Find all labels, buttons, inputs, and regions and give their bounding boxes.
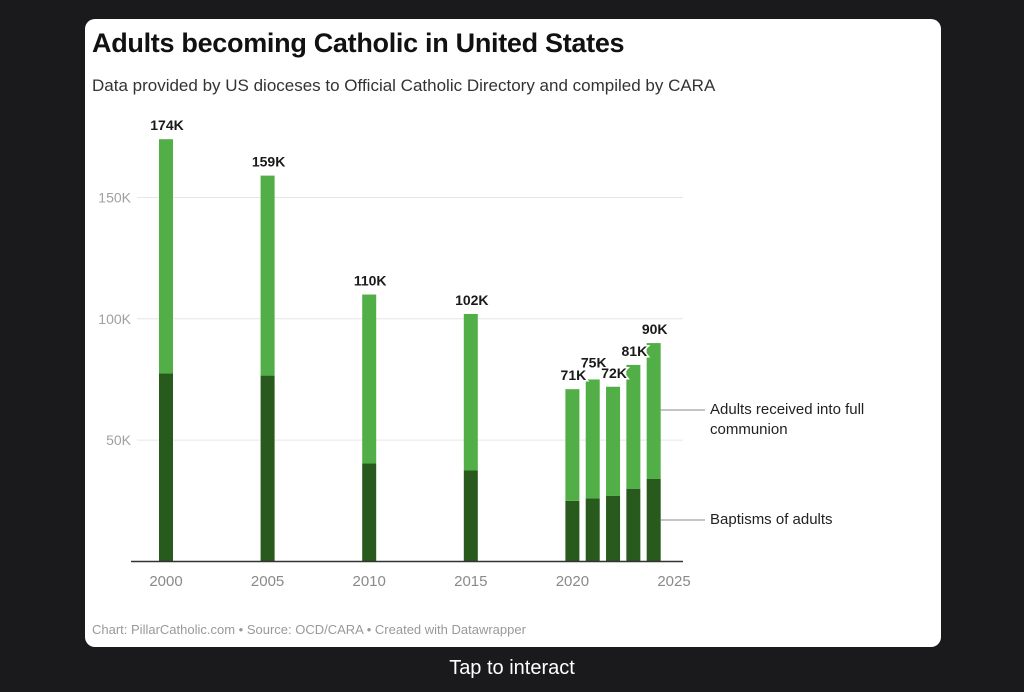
total-value-label: 75K bbox=[581, 354, 607, 370]
y-tick-label: 100K bbox=[98, 311, 131, 327]
bar-full-communion bbox=[260, 175, 275, 376]
bar-full-communion bbox=[362, 294, 377, 464]
gridlines bbox=[137, 196, 683, 441]
bar-baptisms bbox=[260, 375, 275, 562]
x-tick-label: 2000 bbox=[149, 573, 182, 590]
bar-baptisms bbox=[463, 470, 478, 562]
tap-to-interact-label[interactable]: Tap to interact bbox=[449, 657, 575, 679]
bar-full-communion bbox=[646, 343, 661, 479]
total-value-label: 90K bbox=[642, 321, 668, 337]
bar-full-communion bbox=[606, 386, 621, 496]
y-tick-label: 50K bbox=[106, 432, 132, 448]
x-tick-label: 2020 bbox=[556, 573, 589, 590]
y-tick-label: 150K bbox=[98, 189, 131, 205]
legend-label: Baptisms of adults bbox=[710, 511, 833, 528]
total-value-label: 174K bbox=[150, 117, 183, 133]
x-tick-label: 2005 bbox=[251, 573, 284, 590]
y-axis-ticks: 50K 100K 150K bbox=[98, 189, 131, 448]
chart-card[interactable]: Adults becoming Catholic in United State… bbox=[85, 19, 941, 647]
x-axis-ticks: 2000 2005 2010 2015 2020 2025 bbox=[149, 573, 690, 590]
total-value-label: 81K bbox=[622, 343, 648, 359]
bar-baptisms bbox=[626, 488, 641, 562]
bar-full-communion bbox=[159, 139, 173, 374]
x-tick-label: 2025 bbox=[657, 573, 690, 590]
total-value-label: 72K bbox=[601, 365, 627, 381]
bar-full-communion bbox=[463, 313, 478, 471]
bar-baptisms bbox=[565, 500, 580, 562]
bar-full-communion bbox=[585, 379, 600, 499]
x-tick-label: 2015 bbox=[454, 573, 487, 590]
total-value-label: 110K bbox=[354, 273, 387, 289]
total-value-label: 102K bbox=[455, 292, 488, 308]
legend-label: communion bbox=[710, 421, 788, 438]
bar-baptisms bbox=[646, 478, 661, 562]
chart-subtitle: Data provided by US dioceses to Official… bbox=[92, 76, 716, 95]
bar-baptisms bbox=[159, 373, 173, 562]
bar-baptisms bbox=[585, 498, 600, 562]
bar-baptisms bbox=[362, 463, 377, 562]
total-value-label: 71K bbox=[561, 367, 587, 383]
x-tick-label: 2010 bbox=[353, 573, 386, 590]
legend-label: Adults received into full bbox=[710, 401, 864, 418]
bar-baptisms bbox=[606, 495, 621, 562]
total-value-label: 159K bbox=[252, 154, 285, 170]
bars bbox=[159, 139, 661, 562]
chart-footer-source: Chart: PillarCatholic.com • Source: OCD/… bbox=[92, 622, 526, 637]
chart-title: Adults becoming Catholic in United State… bbox=[92, 28, 625, 58]
bar-full-communion bbox=[565, 389, 580, 501]
bar-full-communion bbox=[626, 364, 641, 489]
stacked-bar-chart: 50K 100K 150K 2000 2005 2010 2015 2020 2025 174… bbox=[98, 116, 864, 590]
legend: Adults received into full communion Baptis… bbox=[660, 401, 864, 528]
